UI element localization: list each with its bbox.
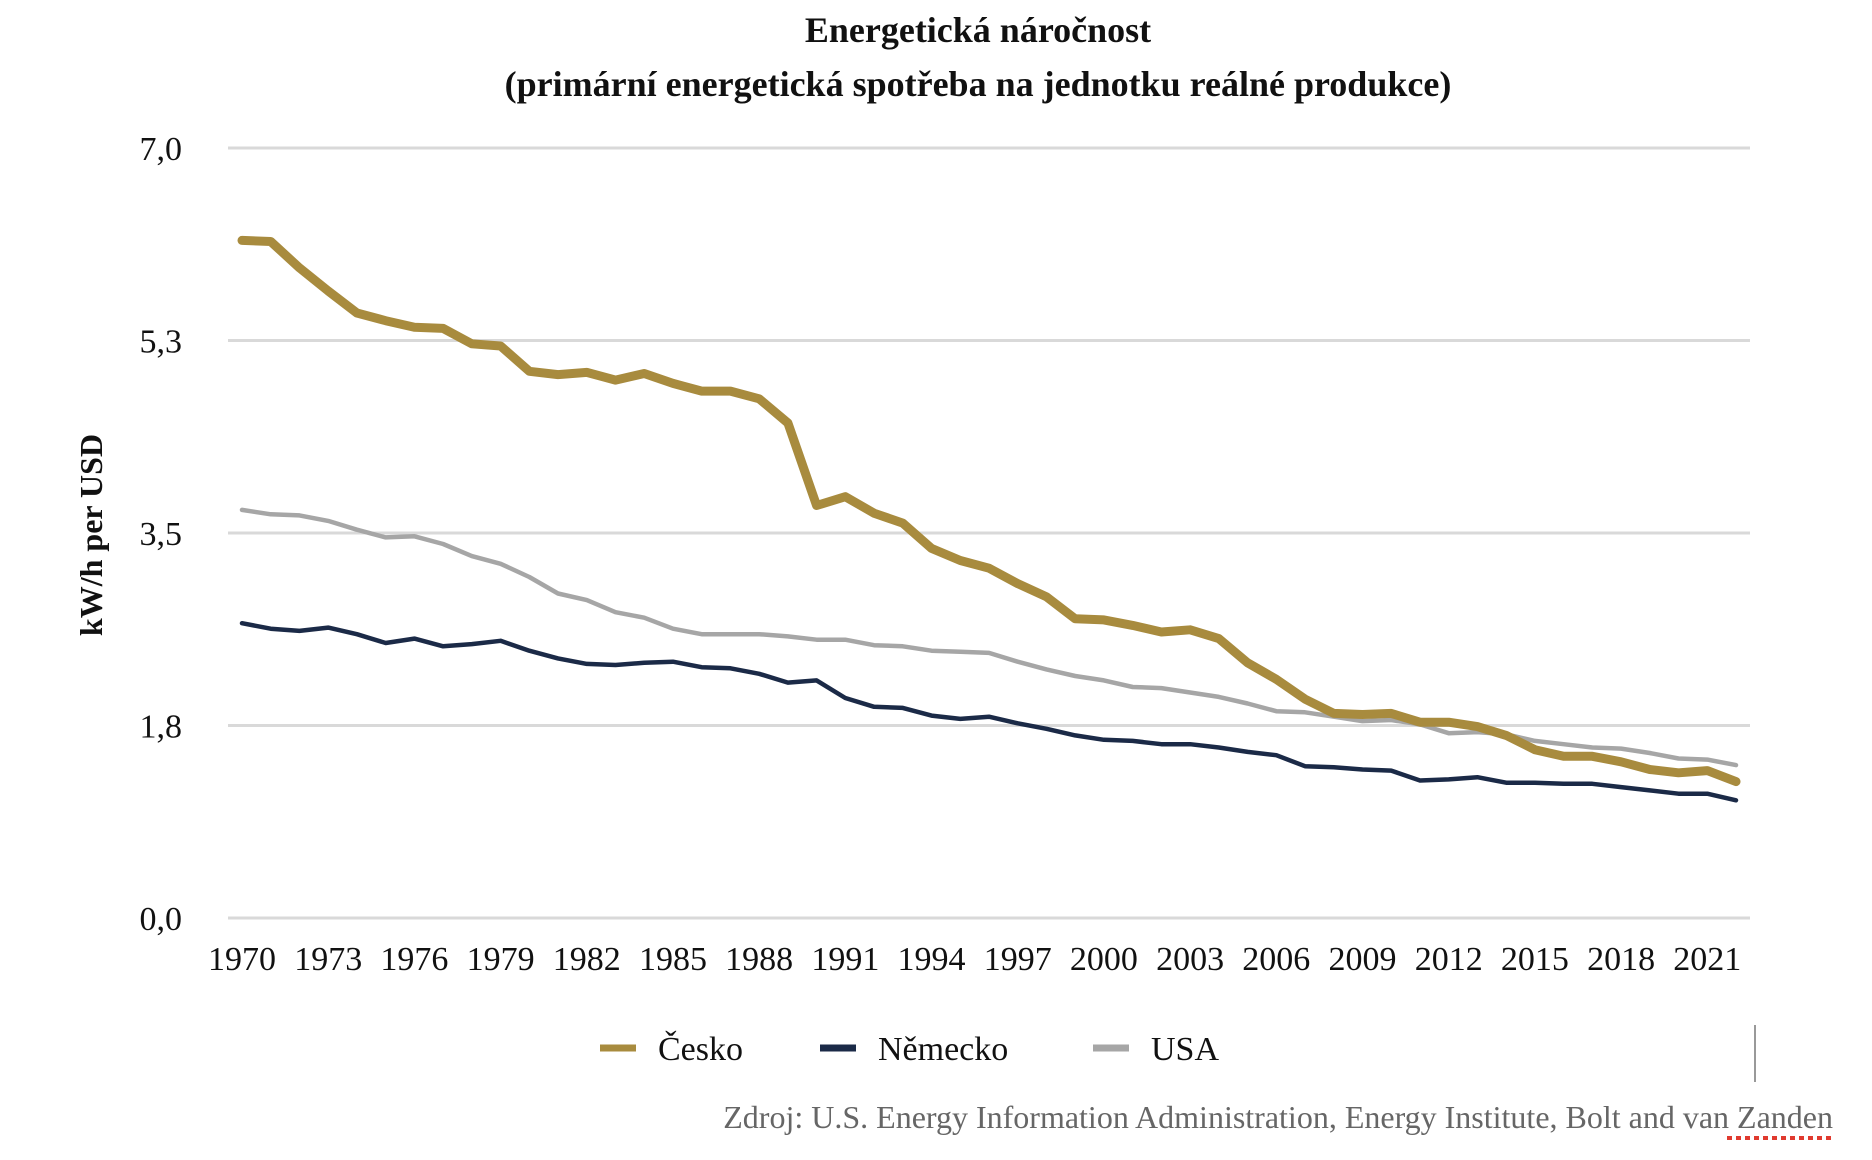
- series-line-nemecko: [239, 620, 1739, 803]
- legend-label: Česko: [658, 1030, 743, 1068]
- x-tick-label: 2000: [1070, 941, 1138, 978]
- x-tick-label: 2018: [1587, 941, 1655, 978]
- source-note: Zdroj: U.S. Energy Information Administr…: [723, 1099, 1833, 1135]
- x-tick-label: 1976: [380, 941, 448, 978]
- y-axis-label: kW/h per USD: [73, 434, 109, 636]
- legend-label: Německo: [878, 1031, 1008, 1068]
- gridlines: [228, 146, 1750, 920]
- x-tick-label: 1973: [294, 941, 362, 978]
- x-tick-label: 1982: [553, 941, 621, 978]
- y-tick-label: 1,8: [140, 709, 183, 746]
- chart-title-line-1: Energetická náročnost: [805, 10, 1151, 50]
- x-tick-label: 1997: [984, 941, 1052, 978]
- y-tick-label: 0,0: [140, 901, 183, 938]
- legend-label: USA: [1151, 1031, 1219, 1068]
- x-tick-label: 2003: [1156, 941, 1224, 978]
- x-tick-label: 2012: [1415, 941, 1483, 978]
- x-tick-label: 1988: [725, 941, 793, 978]
- legend: Česko Německo USA: [600, 1030, 1219, 1068]
- x-tick-label: 1970: [208, 941, 276, 978]
- y-tick-label: 3,5: [140, 516, 183, 553]
- x-axis-ticks: 1970 1973 1976 1979 1982 1985 1988 1991 1994 1997…: [208, 941, 1741, 978]
- series-line-cesko: [237, 235, 1741, 787]
- x-tick-label: 2006: [1242, 941, 1310, 978]
- x-tick-label: 2009: [1329, 941, 1397, 978]
- x-tick-label: 1979: [467, 941, 535, 978]
- x-tick-label: 2015: [1501, 941, 1569, 978]
- x-tick-label: 1985: [639, 941, 707, 978]
- x-tick-label: 1994: [898, 941, 966, 978]
- y-tick-label: 7,0: [140, 131, 183, 168]
- x-tick-label: 2021: [1673, 941, 1741, 978]
- y-axis-ticks: 0,0 1,8 3,5 5,3 7,0: [140, 131, 183, 938]
- y-tick-label: 5,3: [140, 324, 183, 361]
- series-lines: [237, 235, 1741, 803]
- chart-title-line-2: (primární energetická spotřeba na jednot…: [505, 64, 1452, 104]
- x-tick-label: 1991: [811, 941, 879, 978]
